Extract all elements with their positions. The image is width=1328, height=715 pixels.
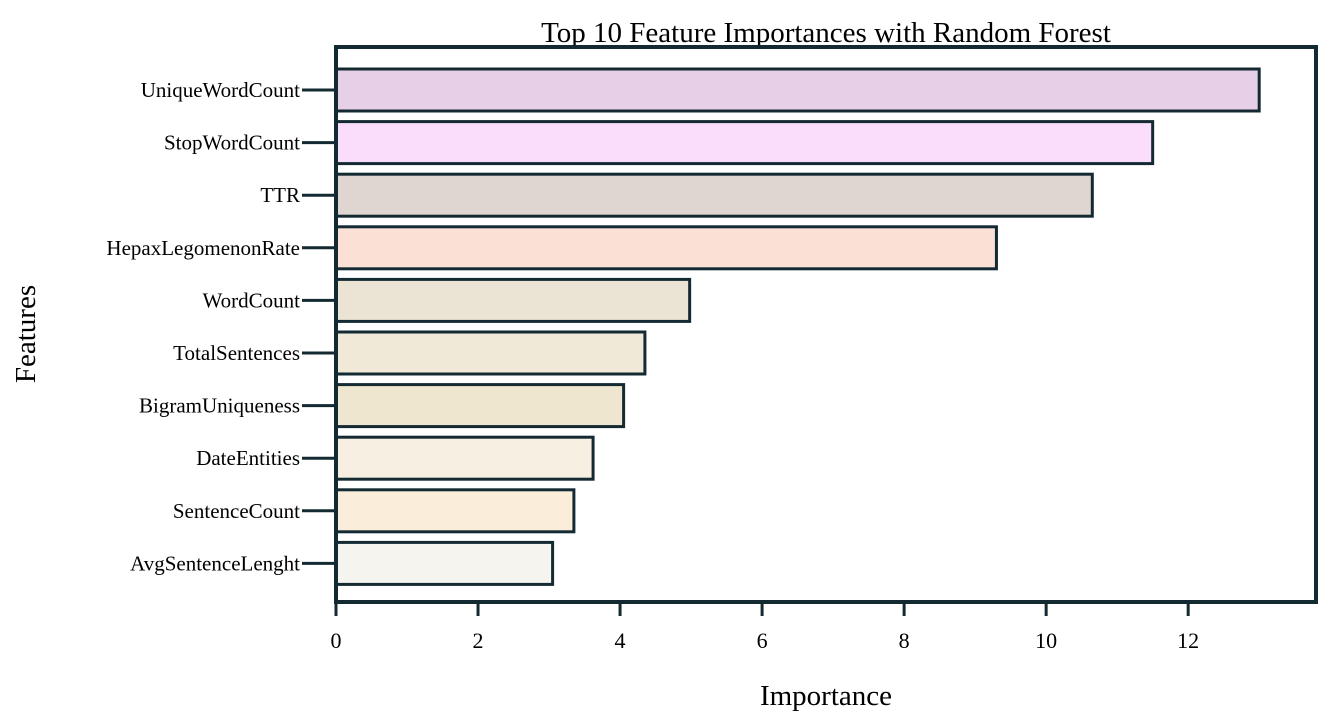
y-tick-label-dateentities: DateEntities: [196, 446, 300, 470]
y-tick-labels: UniqueWordCount StopWordCount TTR HepaxLego…: [106, 78, 300, 575]
y-tick-label-bigramuniqueness: BigramUniqueness: [139, 394, 300, 418]
y-tick-label-wordcount: WordCount: [203, 288, 301, 312]
y-axis-label: Features: [10, 285, 42, 383]
bar-sentencecount: [334, 488, 576, 534]
bar-avgsentencelenght: [334, 540, 555, 586]
plot-frame: [334, 45, 1318, 604]
bar-hepaxlegomenonrate: [334, 225, 998, 271]
x-tick-label-12: 12: [1177, 628, 1199, 653]
bar-ttr: [334, 172, 1094, 218]
y-tick-label-totalsentences: TotalSentences: [173, 341, 300, 365]
x-tick-label-6: 6: [757, 628, 768, 653]
x-tick-label-0: 0: [331, 628, 342, 653]
y-tick-label-stopwordcount: StopWordCount: [164, 131, 300, 155]
chart-title: Top 10 Feature Importances with Random F…: [541, 17, 1111, 49]
x-tick-label-10: 10: [1035, 628, 1057, 653]
x-axis-label: Importance: [760, 680, 892, 712]
bar-bigramuniqueness: [334, 383, 626, 429]
y-tick-label-ttr: TTR: [260, 183, 300, 207]
bars-group: [334, 67, 1261, 586]
y-tick-label-uniquewordcount: UniqueWordCount: [141, 78, 300, 102]
y-tick-label-avgsentencelenght: AvgSentenceLenght: [130, 551, 300, 575]
bar-totalsentences: [334, 330, 647, 376]
y-tick-marks: [302, 88, 336, 565]
x-tick-label-4: 4: [615, 628, 626, 653]
bar-uniquewordcount: [334, 67, 1261, 113]
x-tick-label-8: 8: [899, 628, 910, 653]
bar-stopwordcount: [334, 120, 1155, 166]
bar-wordcount: [334, 277, 692, 323]
y-tick-label-sentencecount: SentenceCount: [173, 499, 300, 523]
y-tick-label-hepaxlegomenonrate: HepaxLegomenonRate: [106, 236, 300, 260]
bar-dateentities: [334, 435, 595, 481]
x-ticks: 0 2 4 6 8 10 12: [331, 602, 1199, 653]
x-tick-label-2: 2: [473, 628, 484, 653]
